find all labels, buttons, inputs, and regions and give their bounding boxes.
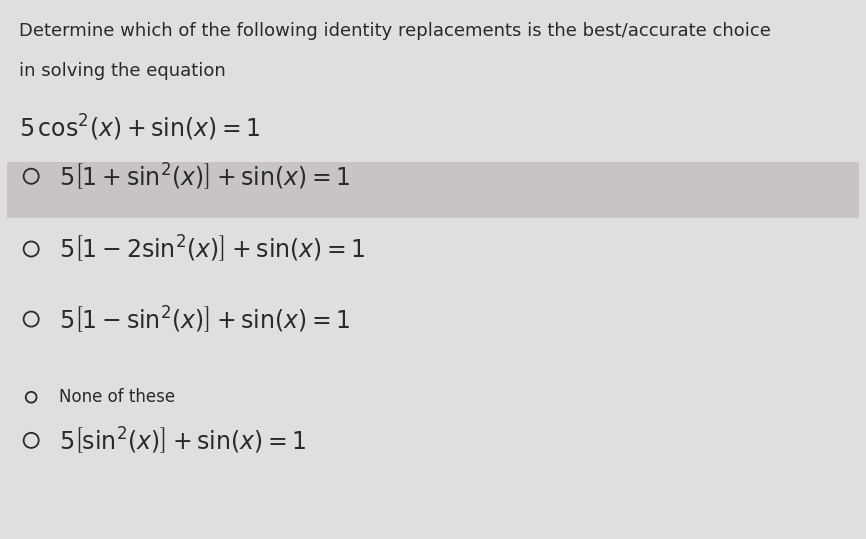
Text: $5\left[1 - \sin^2\!(x)\right] + \sin(x) = 1$: $5\left[1 - \sin^2\!(x)\right] + \sin(x)… xyxy=(59,303,351,335)
Text: None of these: None of these xyxy=(59,388,175,406)
Text: $5\left[1 + \sin^2\!(x)\right] + \sin(x) = 1$: $5\left[1 + \sin^2\!(x)\right] + \sin(x)… xyxy=(59,161,351,192)
Text: $5\left[\sin^2\!(x)\right] + \sin(x) = 1$: $5\left[\sin^2\!(x)\right] + \sin(x) = 1… xyxy=(59,425,307,456)
Text: $5\left[1 - 2\sin^2\!(x)\right] + \sin(x) = 1$: $5\left[1 - 2\sin^2\!(x)\right] + \sin(x… xyxy=(59,233,365,265)
FancyBboxPatch shape xyxy=(7,162,859,218)
Text: in solving the equation: in solving the equation xyxy=(19,62,226,80)
Text: $5\,\cos^2\!(x) + \sin(x) = 1$: $5\,\cos^2\!(x) + \sin(x) = 1$ xyxy=(19,113,261,143)
Text: Determine which of the following identity replacements is the best/accurate choi: Determine which of the following identit… xyxy=(19,22,771,39)
